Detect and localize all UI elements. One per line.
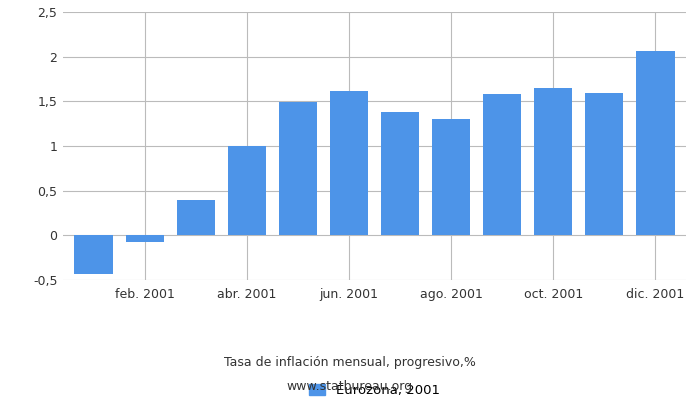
Bar — [636, 51, 675, 235]
Text: Tasa de inflación mensual, progresivo,%: Tasa de inflación mensual, progresivo,% — [224, 356, 476, 369]
Bar — [125, 235, 164, 242]
Bar — [330, 91, 368, 235]
Text: www.statbureau.org: www.statbureau.org — [287, 380, 413, 393]
Bar — [176, 200, 215, 235]
Bar — [279, 102, 317, 235]
Bar — [228, 146, 266, 235]
Bar — [432, 119, 470, 235]
Bar — [585, 93, 624, 235]
Legend: Eurozona, 2001: Eurozona, 2001 — [309, 384, 440, 397]
Bar — [483, 94, 522, 235]
Bar — [534, 88, 573, 235]
Bar — [381, 112, 419, 235]
Bar — [74, 235, 113, 274]
